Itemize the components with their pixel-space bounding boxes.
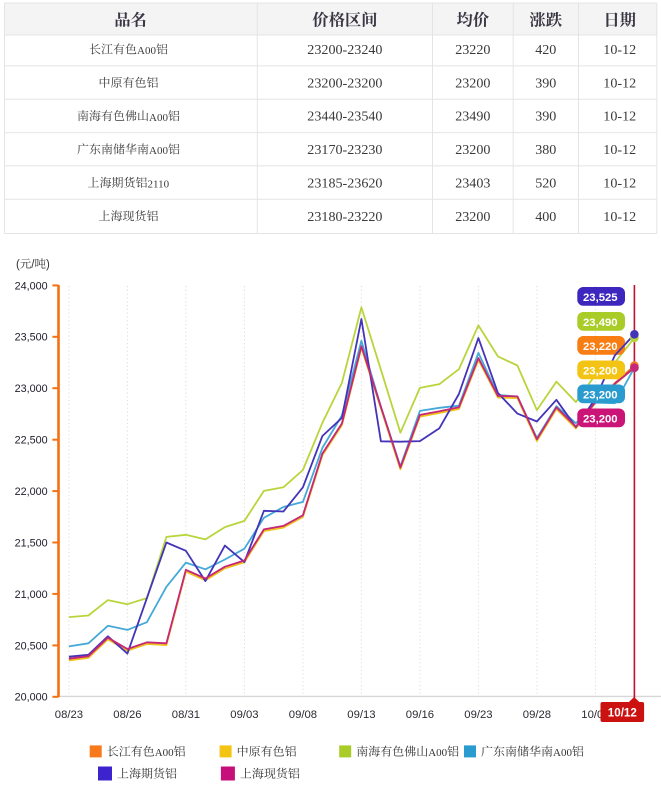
svg-text:23220: 23220 — [455, 42, 490, 58]
svg-text:A00: A00 — [137, 45, 156, 57]
svg-text:520: 520 — [535, 175, 556, 191]
svg-text:23,200: 23,200 — [583, 414, 618, 426]
svg-text:08/26: 08/26 — [113, 709, 141, 721]
svg-text:400: 400 — [535, 209, 556, 225]
svg-text:A00: A00 — [428, 747, 447, 759]
svg-text:09/16: 09/16 — [406, 709, 434, 721]
svg-text:09/28: 09/28 — [523, 709, 551, 721]
svg-text:10/12: 10/12 — [608, 707, 637, 720]
svg-text:21,000: 21,000 — [15, 589, 48, 601]
svg-text:22,000: 22,000 — [15, 486, 48, 498]
svg-text:10-12: 10-12 — [603, 109, 636, 125]
svg-text:23490: 23490 — [455, 109, 490, 125]
svg-text:380: 380 — [535, 142, 556, 158]
svg-text:): ) — [46, 259, 50, 271]
svg-text:A00: A00 — [553, 747, 572, 759]
svg-text:23440-23540: 23440-23540 — [307, 109, 382, 125]
svg-text:10-12: 10-12 — [603, 209, 636, 225]
svg-text:09/08: 09/08 — [289, 709, 317, 721]
svg-text:420: 420 — [535, 42, 556, 58]
svg-text:A00: A00 — [149, 145, 168, 157]
svg-text:23,490: 23,490 — [583, 317, 618, 329]
svg-text:23200-23240: 23200-23240 — [307, 42, 382, 58]
svg-text:23170-23230: 23170-23230 — [307, 142, 382, 158]
svg-text:23,500: 23,500 — [15, 332, 48, 344]
svg-text:23,000: 23,000 — [15, 383, 48, 395]
svg-text:08/23: 08/23 — [55, 709, 83, 721]
svg-text:A00: A00 — [155, 747, 174, 759]
svg-text:10-12: 10-12 — [603, 75, 636, 91]
svg-text:21,500: 21,500 — [15, 537, 48, 549]
svg-text:10-12: 10-12 — [603, 142, 636, 158]
svg-text:22,500: 22,500 — [15, 435, 48, 447]
svg-text:09/03: 09/03 — [230, 709, 258, 721]
svg-text:/: / — [31, 259, 35, 271]
svg-text:23200: 23200 — [455, 142, 490, 158]
svg-text:390: 390 — [535, 75, 556, 91]
svg-text:23200: 23200 — [455, 75, 490, 91]
svg-text:(: ( — [16, 259, 20, 271]
svg-text:390: 390 — [535, 109, 556, 125]
svg-text:A00: A00 — [149, 112, 168, 124]
svg-text:10-12: 10-12 — [603, 175, 636, 191]
svg-text:23,200: 23,200 — [583, 390, 618, 402]
svg-text:09/13: 09/13 — [347, 709, 375, 721]
svg-text:20,500: 20,500 — [15, 640, 48, 652]
svg-text:23180-23220: 23180-23220 — [307, 209, 382, 225]
svg-text:2110: 2110 — [148, 179, 170, 191]
svg-text:24,000: 24,000 — [15, 280, 48, 292]
svg-text:23403: 23403 — [455, 175, 490, 191]
svg-text:23200-23200: 23200-23200 — [307, 75, 382, 91]
svg-text:09/23: 09/23 — [464, 709, 492, 721]
svg-text:23200: 23200 — [455, 209, 490, 225]
svg-text:08/31: 08/31 — [172, 709, 200, 721]
svg-text:23,525: 23,525 — [583, 292, 618, 304]
svg-text:23,220: 23,220 — [583, 341, 618, 353]
svg-text:10-12: 10-12 — [603, 42, 636, 58]
svg-text:23185-23620: 23185-23620 — [307, 175, 382, 191]
svg-text:20,000: 20,000 — [15, 692, 48, 704]
svg-text:23,200: 23,200 — [583, 366, 618, 378]
